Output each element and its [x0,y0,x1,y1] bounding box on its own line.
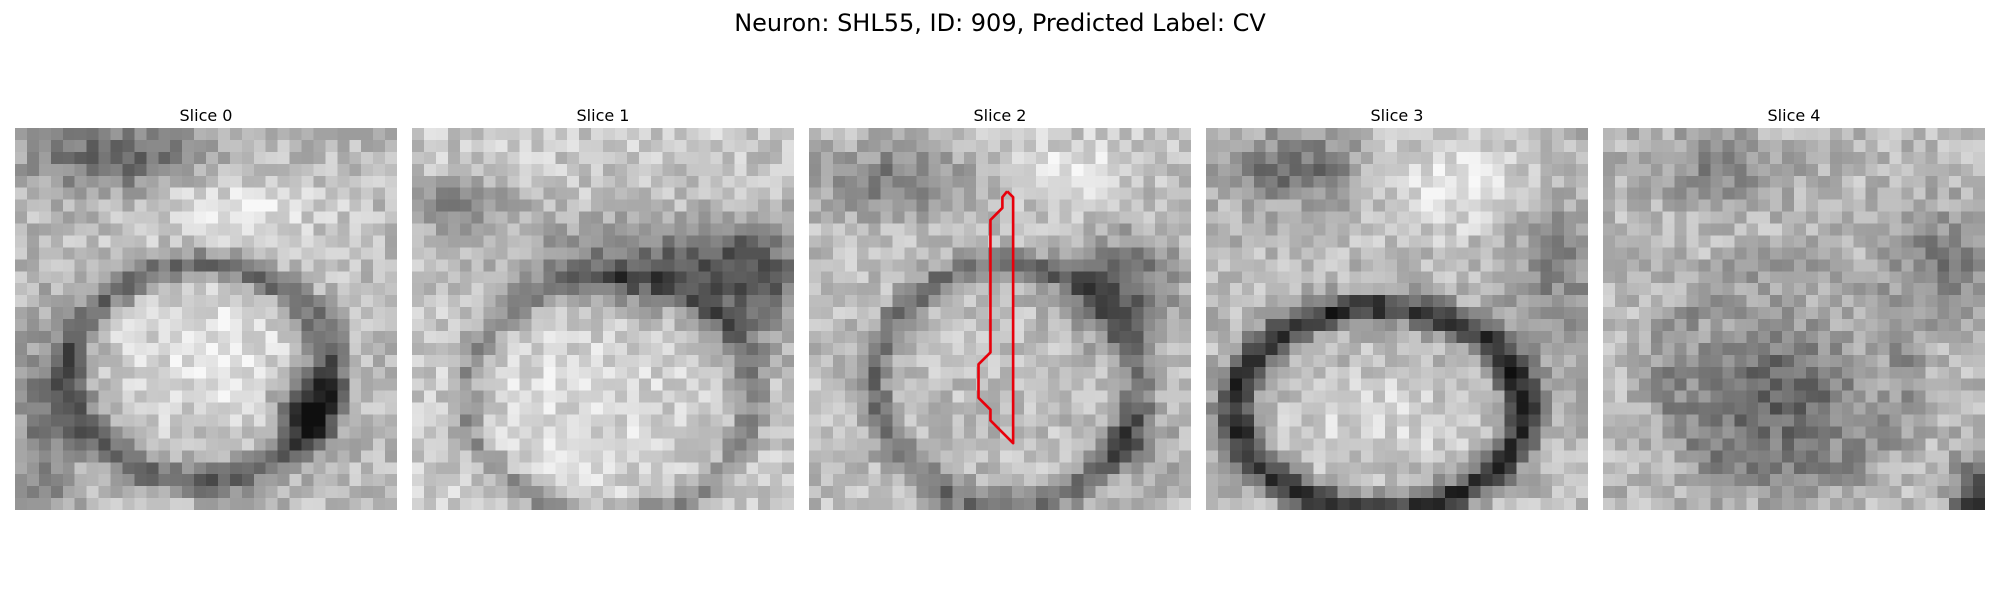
slice-3-title: Slice 3 [1370,106,1424,125]
figure-title: Neuron: SHL55, ID: 909, Predicted Label:… [734,9,1266,37]
slice-panel-4: Slice 4 [1603,106,1985,510]
slice-panel-3: Slice 3 [1206,106,1588,510]
slice-2-title: Slice 2 [973,106,1027,125]
slice-1-title: Slice 1 [576,106,630,125]
slice-panel-2: Slice 2 [809,106,1191,510]
segmentation-outline [977,190,1015,445]
slice-4-title: Slice 4 [1767,106,1821,125]
slice-3-image [1206,128,1588,510]
slice-panel-1: Slice 1 [412,106,794,510]
slice-0-image [15,128,397,510]
slice-4-image [1603,128,1985,510]
slice-panel-0: Slice 0 [15,106,397,510]
slice-1-image [412,128,794,510]
slice-2-image [809,128,1191,510]
slice-0-title: Slice 0 [179,106,233,125]
